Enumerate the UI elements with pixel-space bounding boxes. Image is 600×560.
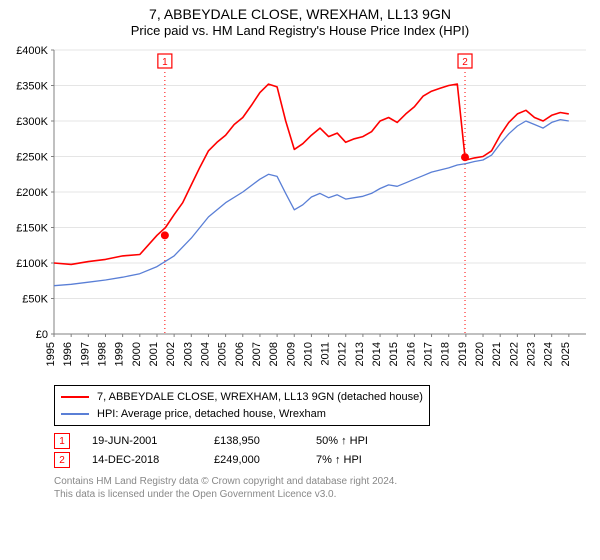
legend-swatch: [61, 413, 89, 415]
chart-container: 7, ABBEYDALE CLOSE, WREXHAM, LL13 9GN Pr…: [0, 0, 600, 560]
legend-swatch: [61, 396, 89, 398]
legend-label: HPI: Average price, detached house, Wrex…: [97, 406, 326, 423]
svg-text:1995: 1995: [45, 342, 57, 366]
svg-text:2025: 2025: [560, 342, 572, 366]
tx-price: £249,000: [214, 454, 294, 466]
svg-text:2020: 2020: [474, 342, 486, 366]
legend-label: 7, ABBEYDALE CLOSE, WREXHAM, LL13 9GN (d…: [97, 389, 423, 406]
tx-price: £138,950: [214, 435, 294, 447]
svg-text:£0: £0: [36, 329, 48, 341]
tx-row: 2 14-DEC-2018 £249,000 7% ↑ HPI: [54, 452, 592, 468]
svg-text:£250K: £250K: [16, 152, 48, 164]
svg-text:£300K: £300K: [16, 116, 48, 128]
footer-attribution: Contains HM Land Registry data © Crown c…: [54, 475, 586, 501]
page-title: 7, ABBEYDALE CLOSE, WREXHAM, LL13 9GN: [8, 6, 592, 22]
legend-row: HPI: Average price, detached house, Wrex…: [61, 406, 423, 423]
footer-line-2: This data is licensed under the Open Gov…: [54, 488, 586, 501]
svg-text:2000: 2000: [131, 342, 143, 366]
tx-marker-box: 2: [54, 452, 70, 468]
svg-text:2: 2: [462, 57, 468, 68]
tx-marker-dot: [461, 153, 469, 161]
svg-text:2007: 2007: [251, 342, 263, 366]
svg-text:£50K: £50K: [22, 294, 48, 306]
tx-pct: 50% ↑ HPI: [316, 435, 406, 447]
svg-text:2024: 2024: [543, 342, 555, 366]
svg-text:2015: 2015: [388, 342, 400, 366]
svg-text:£150K: £150K: [16, 223, 48, 235]
svg-text:2012: 2012: [337, 342, 349, 366]
svg-text:2021: 2021: [491, 342, 503, 366]
svg-text:2018: 2018: [440, 342, 452, 366]
tx-marker-dot: [161, 231, 169, 239]
footer-line-1: Contains HM Land Registry data © Crown c…: [54, 475, 586, 488]
svg-text:2010: 2010: [302, 342, 314, 366]
svg-text:2008: 2008: [268, 342, 280, 366]
legend-row: 7, ABBEYDALE CLOSE, WREXHAM, LL13 9GN (d…: [61, 389, 423, 406]
svg-text:1997: 1997: [79, 342, 91, 366]
chart-area: £0 £50K £100K £150K £200K £250K £300K £350K £400…: [8, 44, 592, 379]
svg-text:1999: 1999: [114, 342, 126, 366]
svg-text:1: 1: [162, 57, 168, 68]
tx-row: 1 19-JUN-2001 £138,950 50% ↑ HPI: [54, 433, 592, 449]
svg-text:2019: 2019: [457, 342, 469, 366]
svg-text:£100K: £100K: [16, 258, 48, 270]
svg-text:2014: 2014: [371, 342, 383, 366]
svg-text:2003: 2003: [182, 342, 194, 366]
svg-text:2005: 2005: [217, 342, 229, 366]
svg-text:2006: 2006: [234, 342, 246, 366]
svg-text:2023: 2023: [526, 342, 538, 366]
page-subtitle: Price paid vs. HM Land Registry's House …: [8, 23, 592, 38]
svg-text:2004: 2004: [199, 342, 211, 366]
line-chart-svg: £0 £50K £100K £150K £200K £250K £300K £350K £400…: [8, 44, 592, 374]
transaction-table: 1 19-JUN-2001 £138,950 50% ↑ HPI 2 14-DEC-201…: [54, 430, 592, 471]
svg-text:£400K: £400K: [16, 45, 48, 57]
svg-text:2016: 2016: [405, 342, 417, 366]
svg-text:2017: 2017: [423, 342, 435, 366]
svg-text:2013: 2013: [354, 342, 366, 366]
svg-text:1998: 1998: [96, 342, 108, 366]
tx-date: 19-JUN-2001: [92, 435, 192, 447]
svg-text:£350K: £350K: [16, 81, 48, 93]
svg-text:2002: 2002: [165, 342, 177, 366]
svg-text:2001: 2001: [148, 342, 160, 366]
tx-date: 14-DEC-2018: [92, 454, 192, 466]
svg-text:1996: 1996: [62, 342, 74, 366]
legend: 7, ABBEYDALE CLOSE, WREXHAM, LL13 9GN (d…: [54, 385, 430, 426]
tx-marker-box: 1: [54, 433, 70, 449]
svg-text:2009: 2009: [285, 342, 297, 366]
tx-pct: 7% ↑ HPI: [316, 454, 406, 466]
svg-text:£200K: £200K: [16, 187, 48, 199]
svg-text:2011: 2011: [320, 342, 332, 366]
svg-text:2022: 2022: [508, 342, 520, 366]
